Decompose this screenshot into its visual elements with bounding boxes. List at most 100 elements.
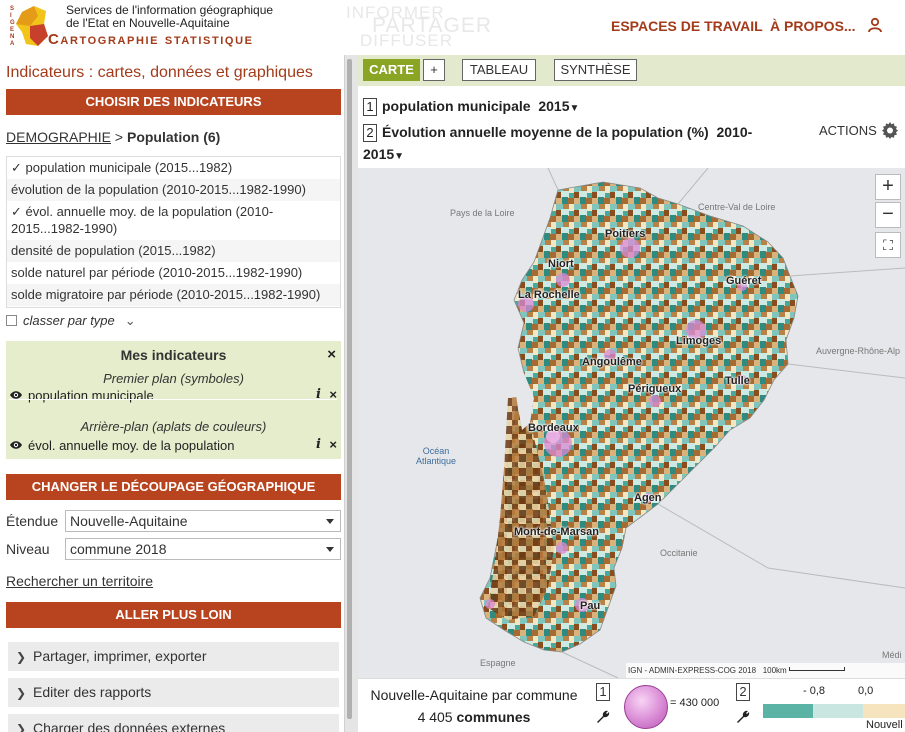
eye-icon[interactable]	[9, 390, 23, 400]
zoom-out-button[interactable]: −	[875, 202, 901, 228]
etendue-select[interactable]: Nouvelle-Aquitaine	[65, 510, 341, 532]
list-item[interactable]: solde migratoire par période (2010-2015.…	[7, 284, 340, 306]
foreground-indicator-label: population municipale	[28, 388, 154, 403]
classer-par-type[interactable]: classer par type ⌄	[6, 313, 136, 329]
svg-text:G: G	[10, 20, 15, 26]
chevron-down-icon: ❯	[16, 650, 27, 664]
info-icon[interactable]: i	[316, 387, 321, 402]
list-item[interactable]: ✓ population municipale (2015...1982)	[11, 160, 233, 175]
caret-down-icon	[326, 519, 334, 524]
chevron-down-icon[interactable]: ⌄	[124, 313, 136, 328]
accordion-reports[interactable]: ❯ Editer des rapports	[8, 678, 339, 707]
city-label: Mont-de-Marsan	[514, 526, 599, 538]
region-label: Auvergne-Rhône-Alp	[816, 346, 901, 356]
panel-splitter[interactable]	[344, 55, 358, 732]
tab-tableau[interactable]: TABLEAU	[462, 59, 536, 81]
layer-2-year-start[interactable]: 2010-	[716, 124, 753, 140]
actions-button[interactable]: ACTIONS	[819, 123, 877, 138]
nav-a-propos[interactable]: À PROPOS...	[770, 18, 856, 34]
user-icon[interactable]	[867, 17, 883, 33]
svg-text:N: N	[10, 34, 14, 40]
left-panel: Indicateurs : cartes, données et graphiq…	[0, 55, 344, 732]
svg-text:I: I	[10, 13, 12, 19]
legend-territory: Nouvelle-Aquitaine par commune	[370, 687, 578, 703]
accordion-share[interactable]: ❯ Partager, imprimer, exporter	[8, 642, 339, 671]
search-territory-link[interactable]: Rechercher un territoire	[6, 573, 154, 589]
remove-icon[interactable]: ×	[329, 437, 337, 452]
layer-2-year-row[interactable]: 2015▼	[363, 146, 404, 162]
close-icon[interactable]: ×	[327, 346, 336, 363]
list-item[interactable]: solde naturel par période (2010-2015...1…	[11, 265, 303, 280]
my-indicators-title: Mes indicateurs	[120, 347, 227, 363]
remove-icon[interactable]: ×	[329, 387, 337, 402]
breadcrumb-theme[interactable]: DEMOGRAPHIE	[6, 129, 112, 145]
wrench-icon[interactable]	[735, 709, 751, 725]
city-label: Guéret	[726, 275, 762, 287]
legend-count-row: 4 405 communes	[358, 709, 590, 725]
layer-number: 2	[363, 124, 377, 142]
layer-1-year[interactable]: 2015	[538, 98, 570, 114]
classer-label: classer par type	[23, 313, 115, 328]
ghost-partager: PARTAGER	[372, 14, 493, 37]
svg-text:A: A	[10, 41, 15, 47]
tab-carte[interactable]: CARTE	[363, 59, 420, 81]
legend-layer-2-number: 2	[736, 683, 750, 701]
city-label: Agen	[634, 492, 662, 504]
city-label: Niort	[548, 258, 574, 270]
list-item[interactable]: densité de population (2015...1982)	[7, 240, 340, 262]
nav-espaces-de-travail[interactable]: ESPACES DE TRAVAIL	[611, 18, 763, 34]
caret-down-icon[interactable]: ▼	[394, 151, 405, 162]
fullscreen-icon[interactable]: ⛶	[875, 232, 901, 258]
breadcrumb: DEMOGRAPHIE > Population (6)	[6, 129, 220, 145]
niveau-label: Niveau	[6, 541, 50, 557]
background-label: Arrière-plan (aplats de couleurs)	[80, 419, 267, 434]
city-label: Limoges	[676, 335, 722, 347]
legend-bubble	[624, 685, 668, 729]
add-map-button[interactable]: +	[423, 59, 445, 81]
logo-app-name: Cartographie statistique	[48, 31, 254, 48]
list-item[interactable]: ✓ évol. annuelle moy. de la population (…	[7, 201, 340, 240]
background-indicator: évol. annuelle moy. de la population i ×	[9, 437, 337, 455]
city-label: Tulle	[725, 375, 750, 387]
view-tabs: CARTE + TABLEAU SYNTHÈSE	[358, 55, 905, 86]
layer-2-selector[interactable]: 2 Évolution annuelle moyenne de la popula…	[363, 124, 752, 142]
legend-scale-min: - 0,8	[803, 685, 826, 697]
ocean-line-2: Atlantique	[416, 456, 457, 466]
region-label: Médi	[882, 650, 902, 660]
gear-icon[interactable]	[881, 121, 899, 139]
layer-2-year-end[interactable]: 2015	[363, 146, 395, 162]
chevron-down-icon: ❯	[16, 686, 27, 700]
layer-number: 1	[363, 98, 377, 116]
map-legend: Nouvelle-Aquitaine par commune 4 405 com…	[358, 678, 905, 732]
map-canvas[interactable]: + − ⛶ Pays de la Loire Centre-Val de Loi…	[358, 168, 905, 678]
region-label: Pays de la Loire	[450, 208, 515, 218]
city-label: Poitiers	[605, 228, 646, 240]
change-geography-button[interactable]: CHANGER LE DÉCOUPAGE GÉOGRAPHIQUE	[6, 474, 341, 500]
zoom-in-button[interactable]: +	[875, 174, 901, 200]
go-further-button[interactable]: ALLER PLUS LOIN	[6, 602, 341, 628]
splitter-handle[interactable]	[347, 59, 352, 719]
breadcrumb-current: Population (6)	[126, 129, 221, 145]
region-label: Centre-Val de Loire	[698, 202, 776, 212]
list-item[interactable]: évolution de la population (2010-2015...…	[7, 179, 340, 201]
sigena-logo[interactable]: S I G E N A	[8, 2, 52, 52]
choropleth-map[interactable]	[358, 168, 905, 678]
tab-synthese[interactable]: SYNTHÈSE	[554, 59, 637, 81]
layer-1-selector[interactable]: 1 population municipale 2015▼	[363, 98, 579, 116]
info-icon[interactable]: i	[316, 437, 321, 452]
niveau-select[interactable]: commune 2018	[65, 538, 341, 560]
eye-icon[interactable]	[9, 440, 23, 450]
wrench-icon[interactable]	[595, 709, 611, 725]
choose-indicators-button[interactable]: CHOISIR DES INDICATEURS	[6, 89, 341, 115]
my-indicators-panel: Mes indicateurs × Premier plan (symboles…	[6, 341, 341, 459]
legend-bubble-value: = 430 000	[670, 697, 720, 709]
foreground-indicator: population municipale i ×	[9, 387, 337, 405]
niveau-value: commune 2018	[70, 541, 167, 557]
ghost-informer: INFORMER	[346, 3, 445, 22]
caret-down-icon[interactable]: ▼	[569, 103, 580, 114]
accordion-external-data[interactable]: ❯ Charger des données externes	[8, 714, 339, 732]
classer-checkbox[interactable]	[6, 315, 17, 326]
legend-count-unit: communes	[456, 709, 531, 725]
app-header: S I G E N A Services de l'information gé…	[0, 0, 905, 55]
legend-scale-right: Nouvell	[866, 719, 903, 731]
